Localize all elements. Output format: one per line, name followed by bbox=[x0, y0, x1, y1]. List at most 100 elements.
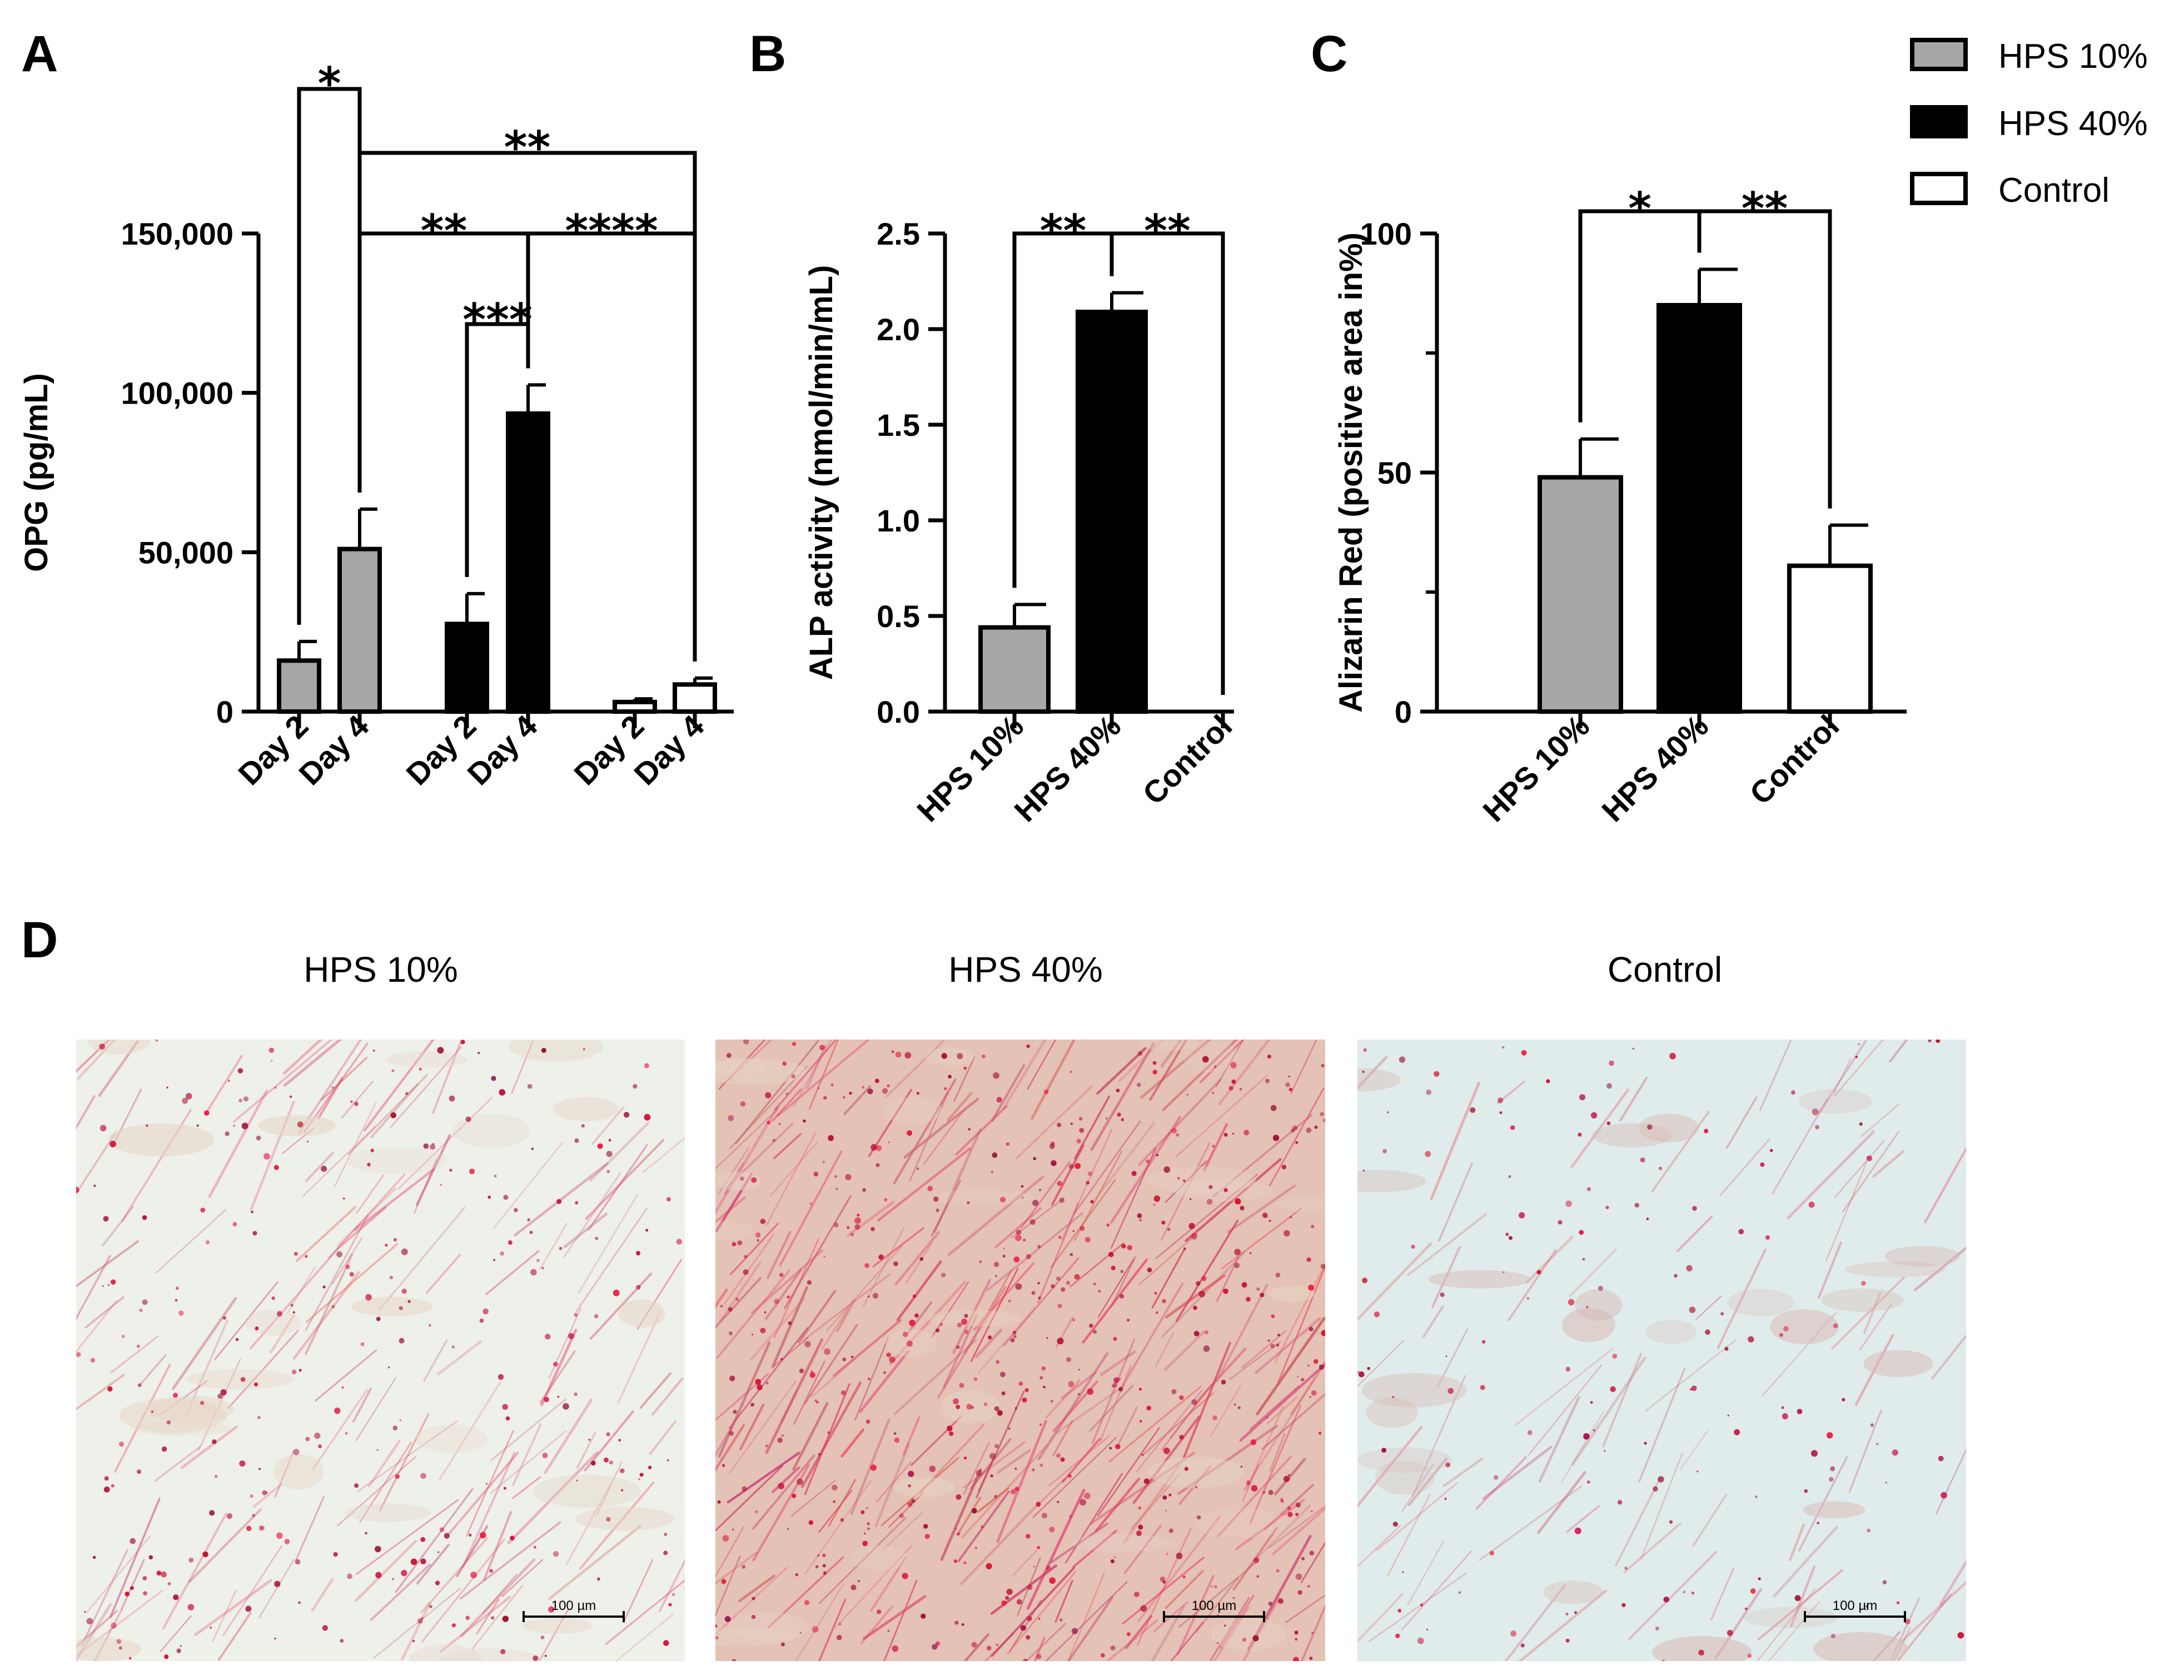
stain-dot bbox=[983, 1402, 988, 1406]
stain-dot bbox=[850, 1584, 857, 1590]
stain-dot bbox=[1586, 1306, 1589, 1309]
stain-dot bbox=[1013, 1256, 1020, 1263]
stain-streak bbox=[1073, 1120, 1141, 1215]
stain-dot bbox=[606, 1170, 610, 1174]
stain-streak bbox=[471, 1584, 524, 1651]
stain-streak bbox=[888, 1280, 967, 1366]
stain-dot bbox=[1193, 1330, 1200, 1336]
stain-dot bbox=[1565, 1638, 1570, 1643]
stain-streak bbox=[1247, 1534, 1312, 1651]
stain-dot bbox=[1165, 1509, 1167, 1512]
stain-dot bbox=[1183, 1247, 1186, 1250]
stain-dot bbox=[161, 1571, 167, 1578]
bar bbox=[1076, 310, 1148, 714]
stain-dot bbox=[845, 1174, 852, 1181]
stain-streak bbox=[1118, 1040, 1165, 1082]
stain-dot bbox=[944, 1087, 947, 1090]
micrograph-title-hps40: HPS 40% bbox=[948, 950, 1102, 990]
stain-dot bbox=[246, 1525, 252, 1532]
panel-label-d: D bbox=[21, 912, 58, 968]
stain-streak bbox=[1038, 1478, 1065, 1505]
stain-dot bbox=[1006, 1142, 1009, 1146]
stain-dot bbox=[964, 1314, 968, 1318]
stain-dot bbox=[568, 1333, 574, 1339]
stain-streak bbox=[367, 1440, 401, 1488]
x-tick-label: Control bbox=[1743, 708, 1845, 811]
stain-streak bbox=[860, 1606, 893, 1644]
stain-dot bbox=[1808, 1201, 1815, 1208]
stain-dot bbox=[1311, 1390, 1317, 1396]
stain-dot bbox=[1815, 1125, 1820, 1130]
cell-body bbox=[258, 1115, 336, 1136]
micrograph-title-hps10: HPS 10% bbox=[304, 950, 457, 990]
stain-streak bbox=[415, 1134, 451, 1206]
stain-streak bbox=[155, 1446, 201, 1482]
stain-streak bbox=[1051, 1144, 1084, 1206]
cell-body bbox=[1844, 1261, 1946, 1278]
stain-dot bbox=[100, 1125, 107, 1132]
stain-dot bbox=[957, 1532, 961, 1535]
stain-dot bbox=[273, 1165, 279, 1170]
stain-dot bbox=[1578, 1132, 1582, 1137]
stain-streak bbox=[870, 1557, 907, 1612]
significance-stars: ** bbox=[1144, 205, 1191, 257]
stain-dot bbox=[975, 1547, 977, 1549]
stain-streak bbox=[961, 1445, 1048, 1539]
stain-dot bbox=[949, 1431, 954, 1437]
stain-streak bbox=[539, 1350, 576, 1404]
stain-dot bbox=[867, 1088, 873, 1095]
bar bbox=[445, 622, 489, 714]
stain-dot bbox=[590, 1460, 596, 1466]
stain-dot bbox=[1779, 1333, 1783, 1337]
stain-dot bbox=[350, 1100, 353, 1103]
stain-dot bbox=[233, 1125, 236, 1127]
stain-dot bbox=[1138, 1388, 1142, 1391]
significance-stars: *** bbox=[462, 294, 533, 346]
stain-dot bbox=[850, 1232, 854, 1237]
micrograph-control: 100 µm bbox=[1357, 1040, 1966, 1661]
stain-dot bbox=[1420, 1603, 1424, 1607]
stain-dot bbox=[336, 1251, 343, 1257]
stain-streak bbox=[970, 1268, 1019, 1363]
stain-streak bbox=[172, 1297, 237, 1390]
stain-dot bbox=[1232, 1132, 1235, 1135]
stain-dot bbox=[636, 1251, 641, 1256]
stain-dot bbox=[1127, 1245, 1132, 1250]
stain-streak bbox=[1215, 1040, 1244, 1088]
stain-dot bbox=[581, 1124, 585, 1128]
stain-dot bbox=[1502, 1046, 1505, 1049]
stain-streak bbox=[942, 1314, 978, 1389]
bar bbox=[613, 699, 657, 714]
stain-streak bbox=[862, 1227, 904, 1308]
stain-streak bbox=[459, 1521, 561, 1600]
stain-dot bbox=[889, 1356, 896, 1363]
stain-dot bbox=[1281, 1165, 1287, 1170]
stain-streak bbox=[974, 1329, 1003, 1359]
stain-streak bbox=[86, 1535, 151, 1613]
stain-dot bbox=[1177, 1177, 1180, 1180]
stain-dot bbox=[251, 1210, 253, 1214]
stain-dot bbox=[1565, 1200, 1572, 1207]
stain-streak bbox=[512, 1423, 542, 1487]
stain-dot bbox=[291, 1369, 297, 1375]
stain-dot bbox=[1582, 1257, 1585, 1261]
stain-streak bbox=[420, 1537, 489, 1614]
bar bbox=[1787, 563, 1873, 714]
stain-dot bbox=[541, 1047, 546, 1053]
stain-streak bbox=[615, 1613, 674, 1661]
stain-streak bbox=[563, 1172, 621, 1258]
stain-streak bbox=[485, 1250, 540, 1295]
stain-dot bbox=[540, 1636, 545, 1639]
stain-dot bbox=[1781, 1406, 1784, 1409]
stain-dot bbox=[347, 1573, 353, 1579]
stain-streak bbox=[996, 1419, 1047, 1543]
cell-body bbox=[553, 1097, 619, 1121]
stain-streak bbox=[355, 1539, 417, 1602]
stain-streak bbox=[1269, 1087, 1325, 1186]
stain-dot bbox=[502, 1404, 509, 1410]
stain-streak bbox=[258, 1559, 295, 1618]
stain-dot bbox=[619, 1468, 625, 1474]
stain-streak bbox=[588, 1144, 648, 1231]
stain-dot bbox=[672, 1593, 675, 1596]
stain-dot bbox=[1118, 1378, 1121, 1380]
